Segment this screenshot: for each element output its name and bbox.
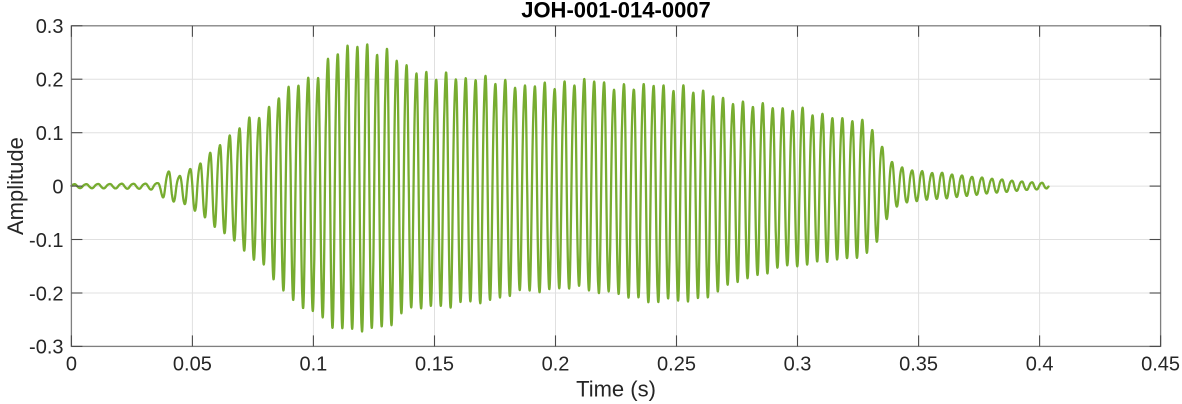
svg-text:0.4: 0.4 <box>1026 354 1054 376</box>
svg-text:0.3: 0.3 <box>784 354 812 376</box>
svg-text:JOH-001-014-0007: JOH-001-014-0007 <box>521 0 711 23</box>
svg-text:0.1: 0.1 <box>36 123 64 145</box>
svg-text:0.3: 0.3 <box>36 16 64 38</box>
svg-text:0.1: 0.1 <box>299 354 327 376</box>
svg-text:Time (s): Time (s) <box>576 377 656 402</box>
svg-text:0.45: 0.45 <box>1141 354 1180 376</box>
svg-text:-0.2: -0.2 <box>29 283 63 305</box>
svg-text:0.05: 0.05 <box>173 354 212 376</box>
svg-text:Amplitude: Amplitude <box>3 137 28 235</box>
svg-text:-0.1: -0.1 <box>29 230 63 252</box>
svg-text:0: 0 <box>66 354 77 376</box>
svg-text:-0.3: -0.3 <box>29 337 63 359</box>
svg-text:0.35: 0.35 <box>899 354 938 376</box>
svg-text:0.25: 0.25 <box>657 354 696 376</box>
svg-text:0.15: 0.15 <box>415 354 454 376</box>
svg-text:0: 0 <box>52 176 63 198</box>
svg-text:0.2: 0.2 <box>36 70 64 92</box>
svg-text:0.2: 0.2 <box>542 354 570 376</box>
